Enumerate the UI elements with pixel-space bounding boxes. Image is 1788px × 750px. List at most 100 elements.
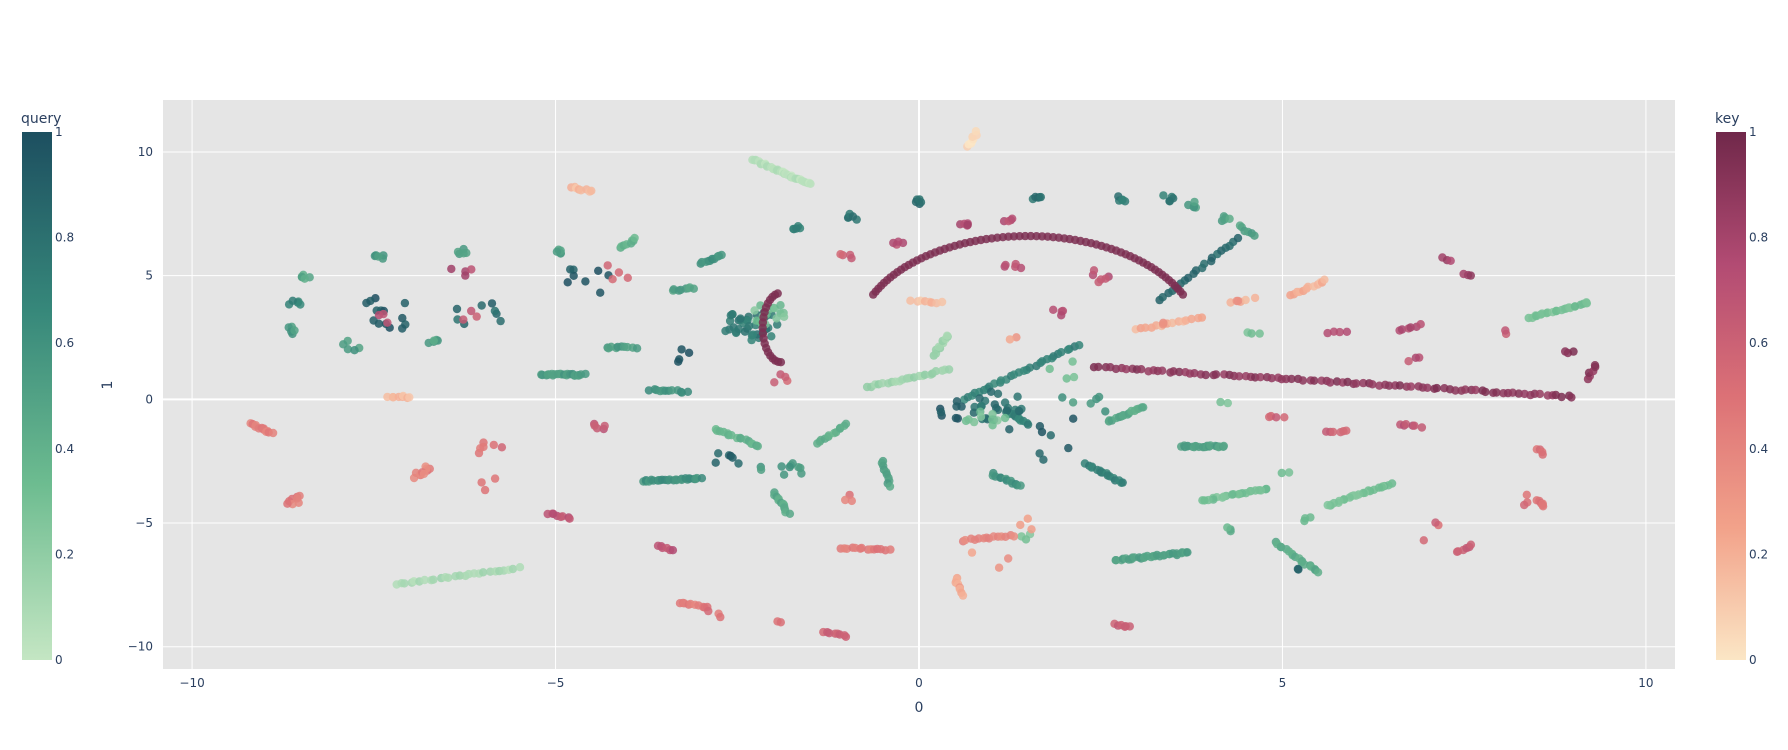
query-point	[920, 370, 930, 379]
key-point	[614, 268, 624, 277]
query-point	[1035, 422, 1045, 431]
key-point	[283, 499, 292, 508]
x-axis-ticks: −10 −5 0 5 10	[179, 676, 1653, 690]
query-point	[515, 563, 525, 572]
query-point	[1023, 420, 1033, 429]
query-point	[777, 462, 786, 471]
query-point	[689, 284, 698, 293]
query-point	[1035, 449, 1044, 458]
query-point	[1068, 357, 1077, 366]
query-point	[581, 369, 590, 379]
key-point	[937, 297, 947, 307]
query-point	[1190, 197, 1199, 207]
key-point	[776, 358, 786, 367]
key-point	[1267, 374, 1277, 383]
key-point	[770, 378, 779, 387]
key-point	[1125, 622, 1135, 631]
query-point	[566, 265, 575, 274]
scatter-points	[246, 127, 1600, 641]
key-point	[1008, 214, 1017, 223]
key-point	[600, 421, 609, 431]
query-point	[1247, 329, 1256, 338]
key-point	[1401, 420, 1411, 429]
key-point	[268, 428, 278, 438]
key-point	[857, 543, 866, 553]
key-point	[480, 485, 490, 495]
query-point	[684, 348, 694, 357]
query-point	[726, 311, 735, 320]
key-point	[1016, 520, 1025, 530]
key-point	[1342, 327, 1352, 336]
key-point	[461, 271, 470, 280]
query-point	[785, 509, 795, 518]
query-point	[1016, 481, 1025, 490]
query-point	[1069, 372, 1079, 382]
key-point	[1520, 500, 1529, 510]
key-point	[958, 591, 968, 600]
key-point	[1397, 325, 1407, 334]
x-tick-label: −10	[179, 676, 204, 690]
query-point	[1223, 398, 1233, 408]
key-point	[1187, 314, 1196, 324]
key-point	[472, 312, 481, 321]
key-point	[1310, 376, 1319, 385]
query-point	[1015, 407, 1024, 416]
colorbar-tick-label: 0	[55, 653, 63, 667]
key-point	[490, 474, 500, 483]
query-point	[848, 212, 858, 221]
query-point	[374, 252, 383, 261]
query-point	[993, 389, 1003, 398]
key-point	[1241, 295, 1250, 305]
key-point	[1423, 383, 1432, 392]
colorbar-tick-label: 0.4	[1749, 442, 1768, 456]
key-point	[1538, 450, 1547, 459]
query-point	[986, 387, 996, 396]
key-point	[889, 238, 898, 248]
query-point	[717, 250, 726, 260]
colorbar-key-gradient	[1716, 132, 1746, 660]
query-point	[1255, 329, 1264, 338]
key-point	[1027, 525, 1036, 534]
key-point	[1569, 347, 1578, 356]
colorbar-tick-label: 0.6	[1749, 336, 1768, 350]
query-point	[1300, 516, 1309, 526]
key-point	[379, 309, 388, 319]
query-point	[429, 575, 438, 584]
query-point	[1057, 348, 1066, 357]
key-point	[1178, 290, 1188, 299]
query-point	[1277, 468, 1287, 478]
query-point	[792, 224, 801, 233]
query-point	[452, 304, 462, 314]
query-point	[1233, 233, 1243, 243]
key-point	[1501, 326, 1510, 335]
colorbar-tick-label: 0.2	[55, 547, 74, 561]
key-point	[1326, 378, 1335, 387]
query-point	[477, 301, 486, 310]
key-point	[1451, 386, 1460, 395]
query-point	[779, 470, 789, 479]
key-point	[1012, 333, 1021, 342]
query-point	[400, 298, 410, 308]
key-point	[405, 393, 414, 402]
query-point	[339, 340, 348, 349]
key-point	[1328, 427, 1338, 437]
colorbar-key-title: key	[1715, 111, 1740, 127]
key-point	[1395, 381, 1405, 390]
key-point	[847, 254, 856, 263]
key-point	[1404, 357, 1413, 366]
key-point	[841, 495, 850, 505]
key-point	[479, 442, 488, 452]
query-point	[1002, 406, 1012, 415]
key-point	[459, 315, 468, 324]
query-point	[1219, 441, 1229, 451]
query-point	[563, 278, 572, 287]
query-point	[957, 402, 966, 411]
colorbar-tick-label: 0.4	[55, 442, 74, 456]
colorbar-tick-label: 0.6	[55, 336, 74, 350]
query-point	[1582, 298, 1591, 307]
x-axis-title: 0	[915, 700, 924, 716]
key-point	[1141, 323, 1150, 332]
query-point	[931, 367, 941, 376]
query-point	[596, 288, 605, 297]
query-point	[675, 355, 684, 364]
